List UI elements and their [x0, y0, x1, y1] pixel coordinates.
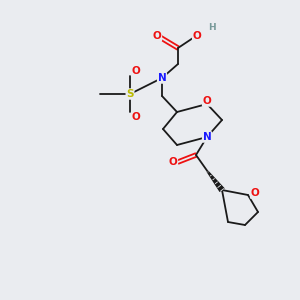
Text: H: H [208, 23, 216, 32]
Text: O: O [202, 96, 211, 106]
Text: O: O [132, 112, 140, 122]
Text: O: O [132, 66, 140, 76]
Polygon shape [208, 172, 224, 191]
Text: O: O [153, 31, 161, 41]
Text: N: N [202, 132, 211, 142]
Text: N: N [158, 73, 166, 83]
Text: O: O [193, 31, 201, 41]
Text: S: S [126, 89, 134, 99]
Text: O: O [250, 188, 260, 198]
Text: O: O [169, 157, 177, 167]
